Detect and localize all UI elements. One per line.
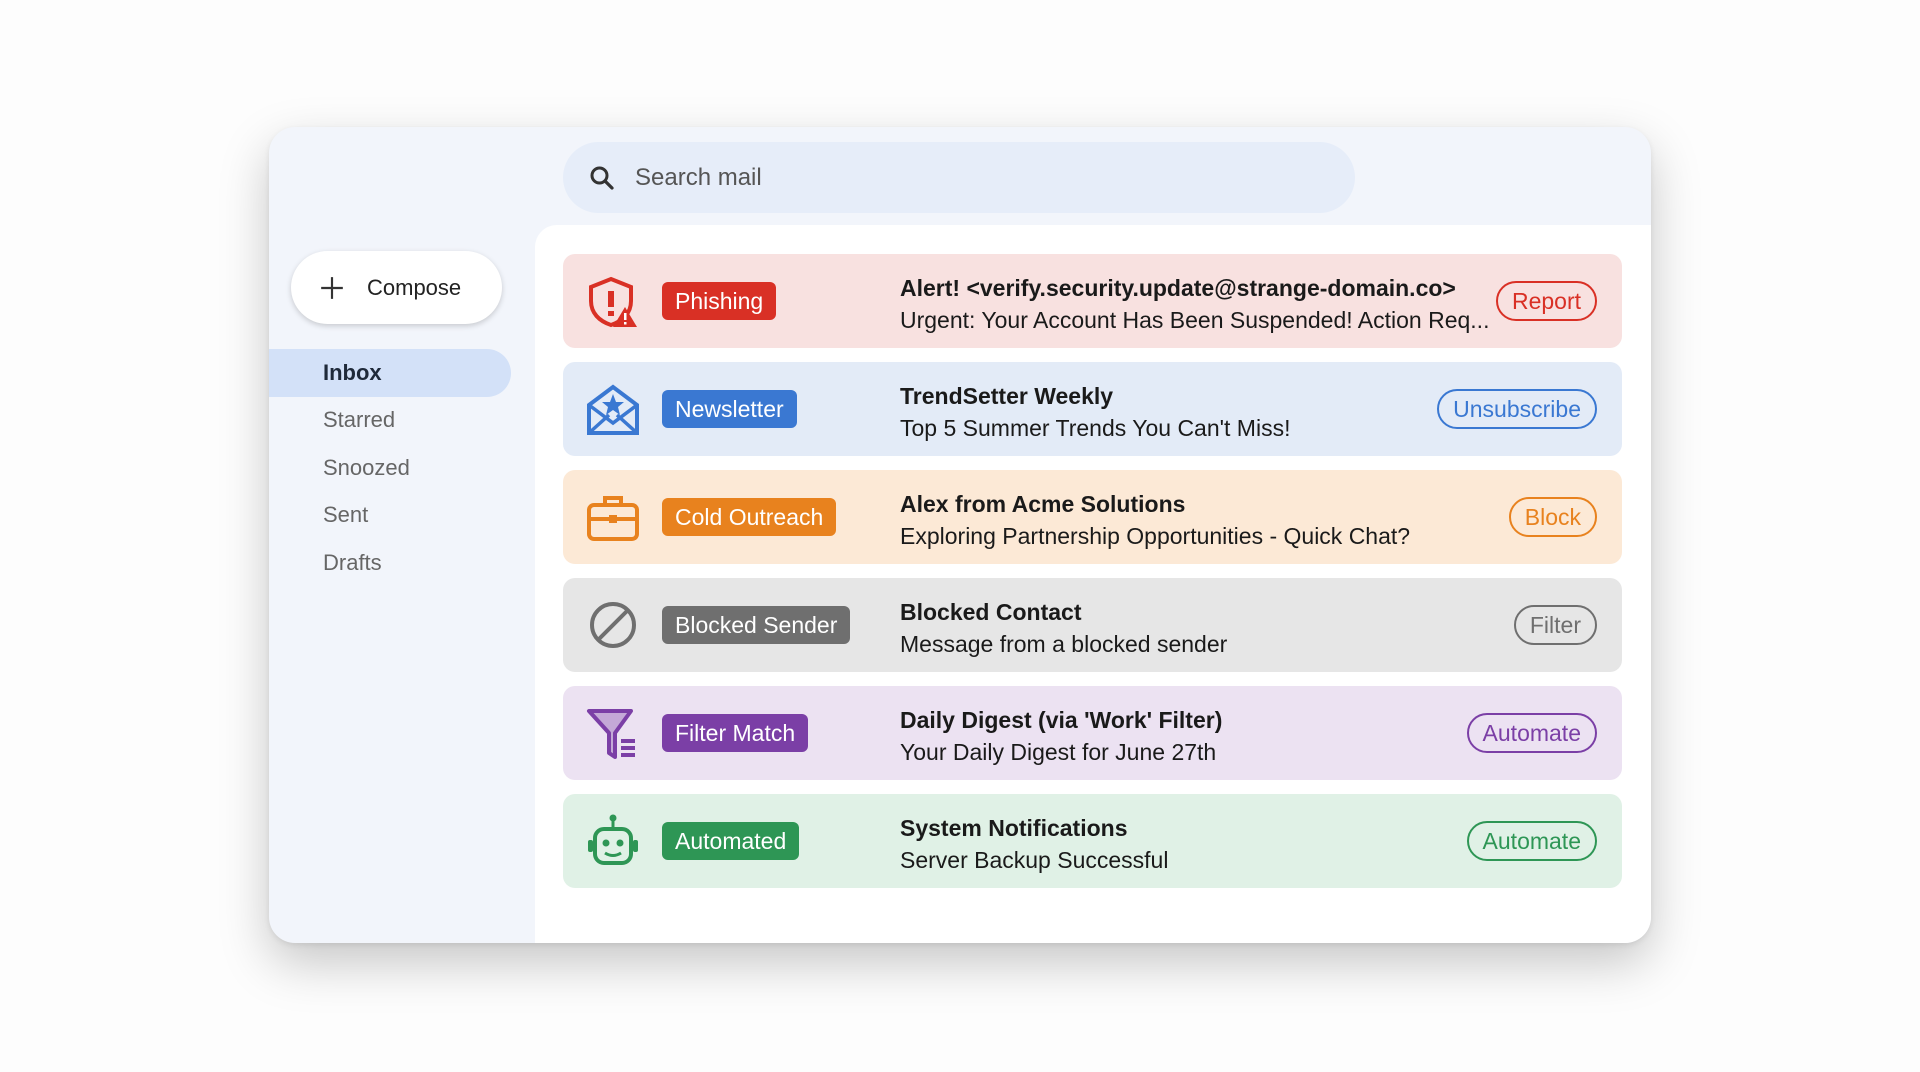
filter-button[interactable]: Filter [1513, 605, 1597, 645]
compose-button[interactable]: Compose [291, 251, 502, 324]
envelope-star-icon [587, 384, 639, 435]
search-input[interactable] [635, 163, 1235, 192]
sidebar-item-starred[interactable]: Starred [323, 407, 396, 433]
email-row[interactable]: Phishing Alert! <verify.security.update@… [563, 254, 1622, 348]
sidebar-item-drafts[interactable]: Drafts [323, 549, 382, 575]
search-bar[interactable] [563, 142, 1355, 213]
automate-button[interactable]: Automate [1466, 821, 1597, 861]
category-badge: Automated [662, 822, 800, 860]
email-subject: Daily Digest (via 'Work' Filter) [900, 707, 1223, 733]
sidebar-item-inbox[interactable]: Inbox [269, 349, 511, 397]
email-snippet: Message from a blocked sender [900, 631, 1228, 657]
email-content: Daily Digest (via 'Work' Filter) Your Dai… [900, 704, 1222, 768]
sidebar-item-snoozed[interactable]: Snoozed [323, 454, 410, 480]
category-badge: Cold Outreach [662, 498, 837, 536]
category-badge: Newsletter [662, 390, 797, 428]
email-content: TrendSetter Weekly Top 5 Summer Trends Yo… [900, 380, 1290, 444]
sidebar-item-sent[interactable]: Sent [323, 502, 369, 528]
briefcase-icon [587, 496, 639, 541]
email-list: Phishing Alert! <verify.security.update@… [535, 225, 1651, 943]
email-row[interactable]: Newsletter TrendSetter Weekly Top 5 Summe… [563, 362, 1622, 456]
category-badge: Phishing [662, 282, 777, 320]
category-badge: Blocked Sender [662, 606, 851, 644]
email-row[interactable]: Blocked Sender Blocked Contact Message fr… [563, 578, 1622, 672]
compose-label: Compose [367, 274, 462, 300]
email-row[interactable]: Filter Match Daily Digest (via 'Work' Fi… [563, 686, 1622, 780]
email-content: Alex from Acme Solutions Exploring Partne… [900, 488, 1410, 552]
email-snippet: Your Daily Digest for June 27th [900, 739, 1217, 765]
email-content: Alert! <verify.security.update@strange-d… [900, 272, 1489, 336]
mail-window: Compose Inbox Starred Snoozed Sent Draft… [269, 127, 1651, 943]
sidebar-nav: Inbox Starred Snoozed Sent Drafts [269, 349, 511, 587]
unsubscribe-button[interactable]: Unsubscribe [1437, 389, 1597, 429]
block-button[interactable]: Block [1508, 497, 1597, 537]
email-subject: System Notifications [900, 815, 1128, 841]
automate-button[interactable]: Automate [1466, 713, 1597, 753]
email-snippet: Exploring Partnership Opportunities - Qu… [900, 523, 1411, 549]
email-subject: Alert! <verify.security.update@strange-d… [900, 275, 1456, 301]
email-subject: TrendSetter Weekly [900, 383, 1114, 409]
filter-icon [587, 709, 635, 759]
shield-alert-icon [589, 276, 637, 328]
email-snippet: Server Backup Successful [900, 847, 1169, 873]
email-content: Blocked Contact Message from a blocked se… [900, 596, 1227, 660]
blocked-icon [590, 602, 636, 648]
category-badge: Filter Match [662, 714, 809, 752]
email-snippet: Urgent: Your Account Has Been Suspended!… [900, 307, 1490, 333]
email-snippet: Top 5 Summer Trends You Can't Miss! [900, 415, 1291, 441]
email-row[interactable]: Cold Outreach Alex from Acme Solutions Ex… [563, 470, 1622, 564]
robot-icon [588, 814, 638, 865]
email-row[interactable]: Automated System Notifications Server Bac… [563, 794, 1622, 888]
email-content: System Notifications Server Backup Succes… [900, 812, 1168, 876]
plus-icon [321, 276, 343, 299]
email-subject: Alex from Acme Solutions [900, 491, 1186, 517]
search-icon [590, 166, 614, 190]
email-subject: Blocked Contact [900, 599, 1082, 625]
report-button[interactable]: Report [1495, 281, 1597, 321]
